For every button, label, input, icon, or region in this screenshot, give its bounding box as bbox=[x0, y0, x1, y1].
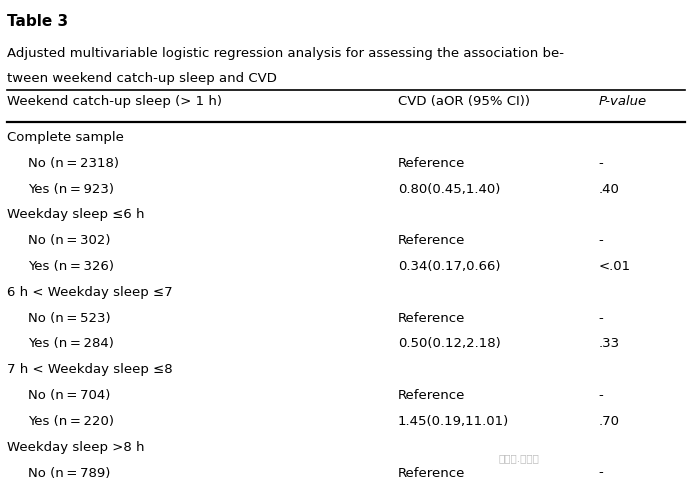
Text: No (n = 789): No (n = 789) bbox=[28, 467, 110, 478]
Text: Complete sample: Complete sample bbox=[7, 131, 124, 144]
Text: 公众号.生信湾: 公众号.生信湾 bbox=[498, 454, 539, 464]
Text: Yes (n = 220): Yes (n = 220) bbox=[28, 415, 113, 428]
Text: CVD (aOR (95% CI)): CVD (aOR (95% CI)) bbox=[398, 95, 530, 108]
Text: Weekday sleep >8 h: Weekday sleep >8 h bbox=[7, 441, 145, 454]
Text: Yes (n = 923): Yes (n = 923) bbox=[28, 183, 113, 196]
Text: No (n = 2318): No (n = 2318) bbox=[28, 157, 119, 170]
Text: -: - bbox=[599, 389, 603, 402]
Text: Weekend catch-up sleep (> 1 h): Weekend catch-up sleep (> 1 h) bbox=[7, 95, 222, 108]
Text: Table 3: Table 3 bbox=[7, 14, 68, 29]
Text: 6 h < Weekday sleep ≤7: 6 h < Weekday sleep ≤7 bbox=[7, 286, 172, 299]
Text: .40: .40 bbox=[599, 183, 619, 196]
Text: Yes (n = 284): Yes (n = 284) bbox=[28, 337, 113, 350]
Text: Reference: Reference bbox=[398, 157, 465, 170]
Text: Reference: Reference bbox=[398, 234, 465, 247]
Text: No (n = 302): No (n = 302) bbox=[28, 234, 110, 247]
Text: -: - bbox=[599, 157, 603, 170]
Text: 1.45(0.19,11.01): 1.45(0.19,11.01) bbox=[398, 415, 509, 428]
Text: 0.80(0.45,1.40): 0.80(0.45,1.40) bbox=[398, 183, 500, 196]
Text: .33: .33 bbox=[599, 337, 620, 350]
Text: Reference: Reference bbox=[398, 389, 465, 402]
Text: Adjusted multivariable logistic regression analysis for assessing the associatio: Adjusted multivariable logistic regressi… bbox=[7, 47, 564, 60]
Text: No (n = 704): No (n = 704) bbox=[28, 389, 110, 402]
Text: -: - bbox=[599, 312, 603, 325]
Text: <.01: <.01 bbox=[599, 260, 630, 273]
Text: tween weekend catch-up sleep and CVD: tween weekend catch-up sleep and CVD bbox=[7, 72, 277, 85]
Text: 0.34(0.17,0.66): 0.34(0.17,0.66) bbox=[398, 260, 500, 273]
Text: P-value: P-value bbox=[599, 95, 647, 108]
Text: 0.50(0.12,2.18): 0.50(0.12,2.18) bbox=[398, 337, 500, 350]
Text: -: - bbox=[599, 467, 603, 478]
Text: No (n = 523): No (n = 523) bbox=[28, 312, 110, 325]
Text: Weekday sleep ≤6 h: Weekday sleep ≤6 h bbox=[7, 208, 145, 221]
Text: Reference: Reference bbox=[398, 312, 465, 325]
Text: 7 h < Weekday sleep ≤8: 7 h < Weekday sleep ≤8 bbox=[7, 363, 172, 376]
Text: Reference: Reference bbox=[398, 467, 465, 478]
Text: .70: .70 bbox=[599, 415, 619, 428]
Text: -: - bbox=[599, 234, 603, 247]
Text: Yes (n = 326): Yes (n = 326) bbox=[28, 260, 113, 273]
